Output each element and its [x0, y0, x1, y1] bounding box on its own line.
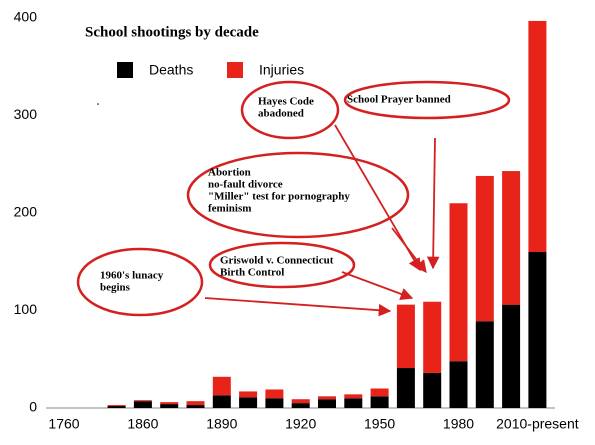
bar: [502, 304, 521, 408]
annotation-text: "Miller" test for pornography: [208, 191, 350, 203]
bar: [344, 398, 363, 408]
bar: [239, 397, 258, 408]
bar: [423, 372, 442, 408]
bar: [133, 400, 152, 402]
bar: [318, 399, 336, 408]
annotation-text: begins: [100, 282, 131, 294]
annotation-text: feminism: [208, 203, 251, 215]
annotation-ellipse: [240, 80, 340, 140]
legend-swatch: [227, 62, 243, 78]
bar: [265, 398, 284, 408]
bar: [239, 391, 258, 398]
bar: [318, 396, 336, 400]
bar: [186, 405, 205, 408]
x-tick-label: 1950: [364, 416, 395, 432]
annotation-ellipse: [208, 241, 356, 289]
annotation-arrow: [391, 227, 427, 273]
bar: [291, 403, 310, 408]
bar: [160, 402, 179, 405]
annotation-text: Hayes Code: [258, 96, 314, 108]
annotation-text: no-fault divorce: [208, 179, 283, 191]
legend-label: Deaths: [149, 62, 193, 78]
bar: [423, 301, 442, 373]
bar: [291, 399, 310, 404]
y-tick-label: 400: [14, 9, 38, 25]
x-tick-label: 1920: [285, 416, 316, 432]
annotation-arrow: [204, 297, 392, 317]
legend-label: Injuries: [259, 62, 304, 78]
y-tick-label: 100: [14, 301, 38, 317]
y-tick-label: 0: [29, 399, 37, 415]
annotation-arrow: [426, 137, 440, 270]
x-tick-label: 1860: [127, 416, 158, 432]
bar: [186, 401, 205, 406]
bar: [344, 394, 363, 399]
legend-swatch: [117, 62, 133, 78]
y-tick-label: 200: [14, 204, 38, 220]
bar: [528, 20, 547, 252]
bar: [528, 252, 547, 408]
bar: [502, 171, 521, 305]
chart-title: School shootings by decade: [85, 24, 259, 40]
bar: [475, 175, 494, 322]
bar: [212, 376, 231, 396]
bar: [370, 396, 389, 408]
annotation-text: Birth Control: [220, 267, 284, 279]
annotation-ellipse: [343, 80, 511, 120]
annotation-text: Griswold v. Connecticut: [220, 255, 334, 267]
bar: [107, 405, 126, 407]
bar: [475, 321, 494, 408]
bar: [370, 388, 389, 397]
x-tick-label: 2010-present: [496, 416, 579, 432]
bar: [160, 404, 179, 408]
annotation-ellipse: [186, 151, 410, 239]
dot: [97, 103, 99, 105]
y-tick-label: 300: [14, 106, 38, 122]
annotation-arrow: [341, 271, 414, 300]
x-tick-label: 1890: [206, 416, 237, 432]
x-tick-label: 1760: [48, 416, 79, 432]
bar: [449, 203, 468, 362]
bar: [449, 361, 468, 408]
annotation-text: abadoned: [258, 108, 304, 120]
x-tick-label: 1980: [443, 416, 474, 432]
annotation-text: School Prayer banned: [347, 94, 451, 106]
bar: [107, 406, 126, 408]
annotation-text: 1960's lunacy: [100, 270, 164, 282]
bar: [212, 395, 231, 408]
bar: [396, 304, 415, 369]
bar: [396, 368, 415, 408]
annotation-text: Abortion: [208, 167, 251, 179]
annotation-ellipse: [76, 247, 204, 317]
bar: [265, 389, 284, 399]
bar: [133, 401, 152, 408]
